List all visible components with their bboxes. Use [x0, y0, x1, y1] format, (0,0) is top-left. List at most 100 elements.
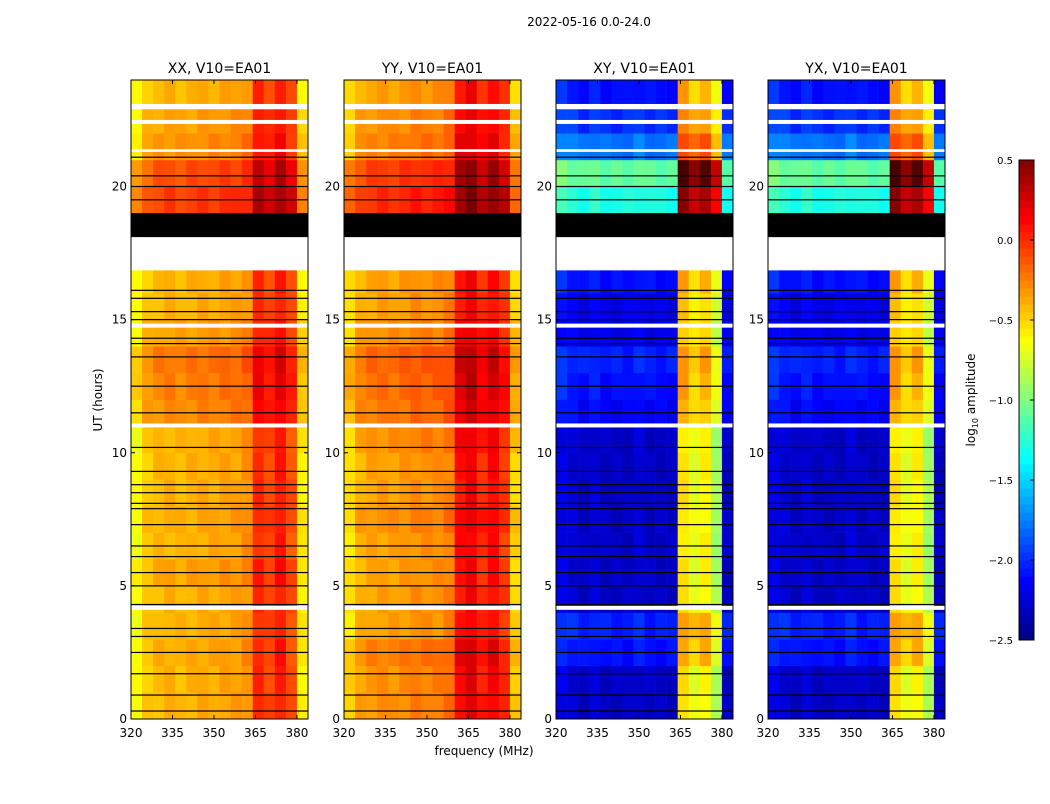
heatmap-cell	[355, 346, 367, 374]
heatmap-cell	[578, 266, 590, 294]
heatmap-cell	[241, 346, 253, 374]
heatmap-cell	[164, 319, 176, 347]
heatmap-cell	[476, 585, 489, 613]
heatmap-cell	[241, 506, 253, 533]
heatmap-cell	[633, 452, 645, 480]
zero-line	[768, 635, 945, 638]
heatmap-cell	[644, 612, 656, 640]
x-tick-label: 335	[586, 726, 609, 740]
colorbar-swatch	[1019, 360, 1034, 369]
heatmap-cell	[252, 133, 265, 161]
y-tick-label: 0	[119, 712, 127, 726]
heatmap-cell	[366, 319, 378, 347]
heatmap-cell	[721, 159, 734, 187]
zero-line	[768, 470, 945, 472]
heatmap-cell	[142, 319, 154, 347]
heatmap-cell	[655, 293, 667, 320]
heatmap-cell	[355, 293, 367, 320]
zero-line	[556, 199, 733, 201]
colorbar-swatch	[1019, 592, 1034, 601]
heatmap-cell	[263, 159, 276, 187]
flagged-band	[768, 119, 945, 124]
colorbar: 0.5 0.0 −0.5 −1.0 −1.5 −2.0 −2.5	[989, 156, 1035, 647]
zero-line	[131, 385, 308, 387]
colorbar-tick-label: −1.5	[989, 476, 1013, 487]
zero-line	[768, 289, 945, 291]
zero-line	[556, 545, 733, 547]
heatmap-cell	[377, 452, 389, 480]
heatmap-cell	[666, 426, 678, 454]
heatmap-cell	[388, 80, 400, 107]
flagged-band	[131, 119, 308, 124]
heatmap-cell	[443, 612, 455, 640]
heatmap-cell	[911, 133, 924, 161]
zero-line	[556, 502, 733, 504]
heatmap-cell	[366, 585, 378, 613]
heatmap-cell	[688, 133, 701, 161]
heatmap-cell	[219, 80, 231, 107]
heatmap-cell	[377, 319, 389, 347]
heatmap-cell	[823, 506, 835, 533]
heatmap-cell	[801, 452, 813, 480]
zero-line	[768, 492, 945, 494]
heatmap-cell	[355, 665, 367, 693]
heatmap-cell	[153, 266, 165, 294]
heatmap-cell	[845, 133, 857, 161]
heatmap-cell	[721, 293, 734, 320]
heatmap-cell	[175, 452, 187, 480]
colorbar-label: log10 amplitude	[964, 354, 980, 447]
heatmap-cell	[454, 80, 466, 107]
heatmap-cell	[779, 506, 791, 533]
heatmap-cell	[611, 346, 623, 374]
heatmap-cell	[768, 426, 780, 454]
heatmap-cell	[578, 692, 590, 720]
heatmap-cell	[399, 426, 411, 454]
heatmap-cell	[296, 506, 309, 533]
heatmap-cell	[567, 80, 579, 107]
heatmap-cell	[487, 80, 500, 107]
heatmap-cell	[498, 266, 511, 294]
heatmap-cell	[131, 293, 143, 320]
heatmap-cell	[801, 585, 813, 613]
heatmap-cell	[900, 266, 913, 294]
flagged-band	[768, 237, 945, 271]
x-tick-label: 335	[161, 726, 184, 740]
heatmap-cell	[834, 159, 846, 187]
heatmap-cell	[589, 319, 601, 347]
heatmap-cell	[710, 346, 723, 374]
heatmap-cell	[366, 506, 378, 533]
heatmap-cell	[845, 159, 857, 187]
heatmap-cell	[344, 612, 356, 640]
heatmap-cell	[578, 80, 590, 107]
heatmap-cell	[900, 346, 913, 374]
heatmap-cell	[889, 612, 902, 640]
flagged-band	[768, 605, 945, 610]
colorbar-swatch	[1019, 440, 1034, 449]
heatmap-cell	[790, 80, 802, 107]
heatmap-cell	[710, 692, 723, 720]
heatmap-cell	[274, 80, 287, 107]
heatmap-cell	[285, 665, 298, 693]
zero-line	[556, 289, 733, 291]
x-tick-label: 365	[244, 726, 267, 740]
heatmap-cell	[801, 426, 813, 454]
heatmap-cell	[666, 266, 678, 294]
heatmap-cell	[600, 293, 612, 320]
heatmap-cell	[296, 585, 309, 613]
heatmap-cell	[911, 346, 924, 374]
heatmap-cell	[487, 159, 500, 187]
flagged-band	[131, 149, 308, 152]
zero-line	[131, 635, 308, 638]
zero-line	[344, 545, 521, 547]
heatmap-cell	[498, 665, 511, 693]
heatmap-cell	[710, 266, 723, 294]
heatmap-cell	[421, 452, 433, 480]
heatmap-cell	[779, 293, 791, 320]
zero-line	[344, 297, 521, 299]
zero-line	[768, 694, 945, 696]
heatmap-cell	[296, 665, 309, 693]
zero-band	[344, 213, 521, 238]
heatmap-cell	[900, 426, 913, 454]
heatmap-cell	[476, 346, 489, 374]
heatmap-cell	[421, 612, 433, 640]
